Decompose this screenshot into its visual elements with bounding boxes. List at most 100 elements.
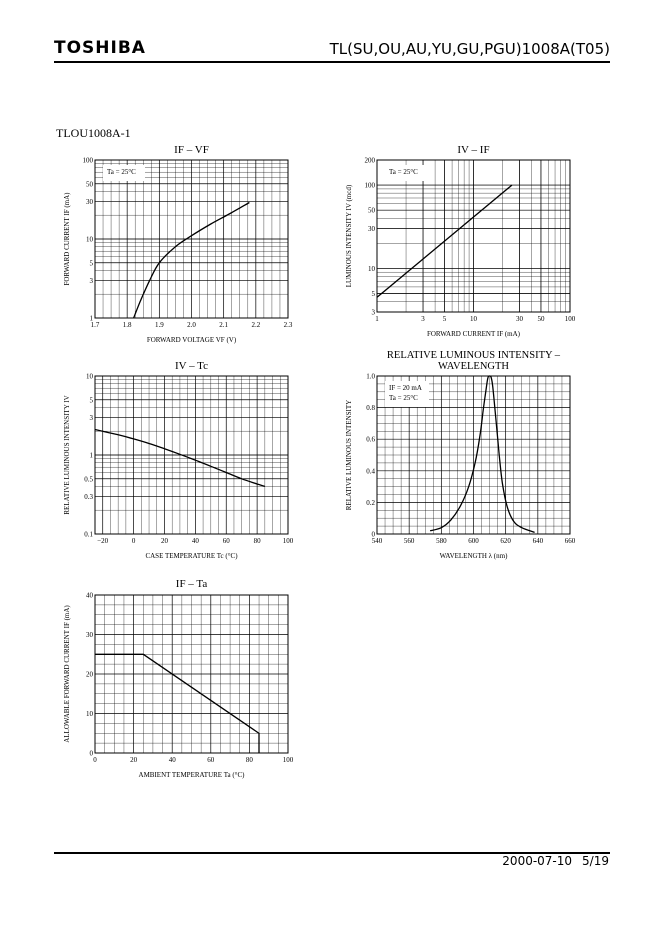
x-tick-label: 60	[207, 756, 215, 764]
chart-title: WAVELENGTH	[438, 361, 509, 372]
x-tick-label: 40	[169, 756, 177, 764]
x-tick-label: 1.7	[91, 321, 100, 329]
y-tick-label: 20	[86, 671, 94, 679]
y-tick-label: 0.8	[366, 404, 375, 412]
chart-title: IF – Ta	[176, 578, 208, 590]
footer: 2000-07-10 5/19	[492, 854, 609, 868]
y-tick-label: 30	[368, 225, 376, 233]
y-tick-label: 0	[372, 531, 376, 539]
x-tick-label: 600	[468, 537, 479, 545]
x-tick-label: 620	[500, 537, 511, 545]
y-tick-label: 10	[86, 710, 94, 718]
y-tick-label: 10	[86, 236, 94, 244]
condition-text: Ta = 25°C	[389, 168, 418, 176]
y-tick-label: 1	[90, 452, 94, 460]
x-tick-label: 660	[565, 537, 576, 545]
x-tick-label: 1.9	[155, 321, 164, 329]
y-axis-label: FORWARD CURRENT IF (mA)	[63, 192, 71, 286]
x-tick-label: 640	[533, 537, 544, 545]
y-axis-label: RELATIVE LUMINOUS INTENSITY IV	[63, 395, 71, 514]
x-tick-label: 580	[436, 537, 447, 545]
series-line	[132, 201, 250, 319]
x-tick-label: 2.1	[219, 321, 228, 329]
y-tick-label: 30	[86, 198, 94, 206]
y-tick-label: 100	[83, 157, 94, 165]
x-tick-label: 100	[565, 315, 576, 323]
footer-page: 5/19	[582, 854, 609, 868]
x-tick-label: 0	[132, 537, 136, 545]
condition-box	[385, 165, 427, 181]
y-tick-label: 0.3	[84, 493, 93, 501]
condition-box	[385, 381, 429, 407]
chart-title: RELATIVE LUMINOUS INTENSITY –	[387, 350, 561, 361]
y-tick-label: 1	[90, 315, 94, 323]
plot-frame	[376, 159, 571, 313]
toshiba-logo: TOSHIBA	[54, 38, 146, 58]
y-tick-label: 5	[372, 290, 376, 298]
plot-frame	[94, 375, 289, 535]
plot-frame	[94, 594, 289, 754]
series-line	[376, 184, 513, 298]
x-axis-label: WAVELENGTH λ (nm)	[440, 552, 508, 560]
x-tick-label: 20	[161, 537, 169, 545]
y-tick-label: 50	[368, 207, 376, 215]
series-line	[94, 428, 266, 488]
y-tick-label: 0.6	[366, 436, 375, 444]
condition-box	[103, 165, 145, 181]
footer-rule	[54, 852, 610, 854]
y-axis-label: RELATIVE LUMINOUS INTENSITY	[345, 400, 353, 510]
x-tick-label: 100	[283, 537, 294, 545]
y-tick-label: 50	[86, 180, 94, 188]
y-axis-label: ALLOWABLE FORWARD CURRENT IF (mA)	[63, 605, 71, 743]
x-axis-label: CASE TEMPERATURE Tc (°C)	[145, 552, 238, 560]
x-axis-label: FORWARD CURRENT IF (mA)	[427, 330, 521, 338]
x-tick-label: −20	[97, 537, 108, 545]
y-tick-label: 30	[86, 631, 94, 639]
x-axis-label: FORWARD VOLTAGE VF (V)	[147, 336, 237, 344]
x-tick-label: 40	[192, 537, 200, 545]
x-tick-label: 3	[421, 315, 425, 323]
chart-title: IV – Tc	[175, 360, 208, 372]
y-tick-label: 0.2	[366, 499, 375, 507]
header-rule	[54, 61, 610, 63]
chart-title: IV – IF	[457, 144, 489, 156]
x-tick-label: 80	[246, 756, 254, 764]
x-tick-label: 60	[223, 537, 231, 545]
y-tick-label: 3	[90, 414, 94, 422]
x-axis-label: AMBIENT TEMPERATURE Ta (°C)	[139, 771, 246, 779]
x-tick-label: 560	[404, 537, 415, 545]
y-tick-label: 40	[86, 592, 94, 600]
x-tick-label: 1	[375, 315, 379, 323]
y-tick-label: 100	[365, 182, 376, 190]
y-tick-label: 0.4	[366, 467, 375, 475]
x-tick-label: 30	[516, 315, 524, 323]
y-tick-label: 0.5	[84, 475, 93, 483]
x-tick-label: 5	[443, 315, 447, 323]
x-tick-label: 0	[93, 756, 97, 764]
series-line	[429, 375, 535, 534]
x-tick-label: 2.0	[187, 321, 196, 329]
x-tick-label: 80	[254, 537, 262, 545]
y-tick-label: 10	[86, 373, 94, 381]
chart-title: IF – VF	[174, 144, 209, 156]
y-tick-label: 3	[372, 309, 376, 317]
y-tick-label: 3	[90, 277, 94, 285]
x-tick-label: 2.3	[284, 321, 293, 329]
model-label: TLOU1008A-1	[56, 126, 131, 140]
condition-text: Ta = 25°C	[389, 394, 418, 402]
y-tick-label: 200	[365, 157, 376, 165]
y-tick-label: 1.0	[366, 373, 375, 381]
x-tick-label: 10	[470, 315, 478, 323]
y-axis-label: LUMINOUS INTENSITY IV (mcd)	[345, 184, 353, 287]
x-tick-label: 50	[537, 315, 545, 323]
condition-text: Ta = 25°C	[107, 168, 136, 176]
y-tick-label: 0	[90, 750, 94, 758]
condition-text: IF = 20 mA	[389, 384, 422, 392]
x-tick-label: 540	[372, 537, 383, 545]
y-tick-label: 10	[368, 265, 376, 273]
plot-frame	[376, 375, 571, 535]
x-tick-label: 2.2	[251, 321, 260, 329]
part-number: TL(SU,OU,AU,YU,GU,PGU)1008A(T05)	[329, 40, 610, 58]
y-tick-label: 0.1	[84, 531, 93, 539]
